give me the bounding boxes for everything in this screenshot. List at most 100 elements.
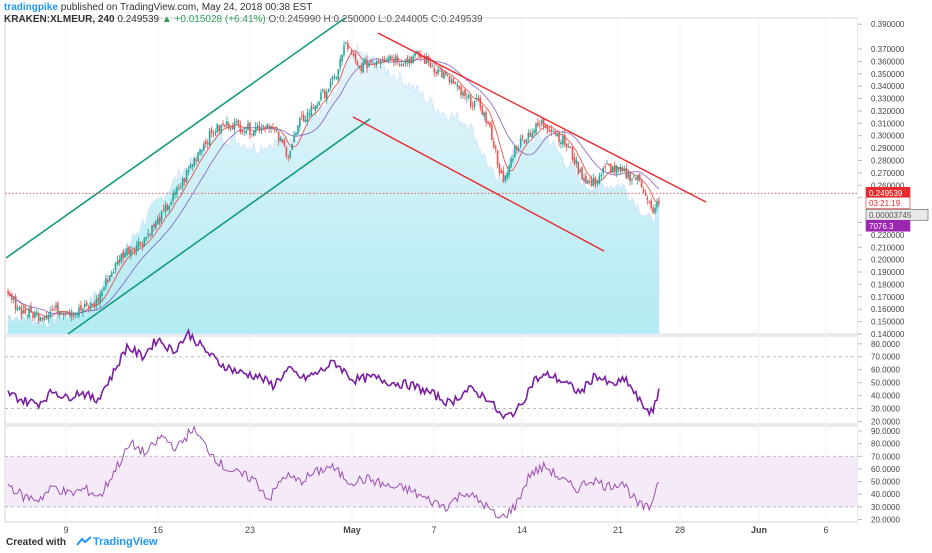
main-y-tick-label: 0.150000 (871, 318, 905, 327)
candle-body (270, 125, 272, 129)
rsi-y-tick-label: 60.0000 (871, 366, 900, 375)
candle-body (542, 118, 545, 127)
osc-y-tick-label: 40.0000 (871, 490, 900, 499)
main-y-tick-label: 0.140000 (871, 330, 905, 339)
main-y-tick-label: 0.300000 (871, 132, 905, 141)
candle-body (155, 221, 157, 229)
candle-body (633, 176, 635, 178)
candle-body (460, 86, 462, 96)
candle-body (124, 252, 126, 258)
candle-body (166, 204, 169, 211)
candle-body (379, 61, 382, 64)
candle-body (510, 158, 512, 168)
candle-body (76, 313, 78, 315)
last-price: 0.249539 (117, 14, 160, 25)
candle-body (617, 167, 620, 170)
candle-body (55, 304, 57, 309)
candle-body (32, 313, 34, 318)
rsi-y-tick-label: 80.0000 (871, 340, 900, 349)
candle-body (656, 202, 658, 208)
candle-body (608, 163, 610, 166)
symbol-line: KRAKEN:XLMEUR, 240 0.249539 ▲ +0.015028 … (4, 14, 483, 26)
candle-body (137, 241, 140, 248)
candle-body (258, 125, 261, 131)
main-y-tick-label: 0.280000 (871, 157, 905, 166)
candle-body (372, 62, 374, 64)
candle-body (180, 186, 182, 188)
candle-body (252, 131, 255, 137)
candle-body (208, 131, 211, 146)
candle-body (525, 139, 528, 142)
candle-body (648, 201, 651, 203)
candle-body (612, 166, 614, 173)
candle-body (581, 167, 583, 180)
candle-body (325, 91, 328, 101)
candle-body (327, 89, 330, 93)
candle-body (564, 134, 566, 146)
candle-body (170, 202, 172, 206)
candle-body (333, 77, 336, 79)
price-label-text: 0.00003745 (869, 211, 912, 220)
candle-body (423, 56, 426, 64)
candle-body (53, 309, 55, 311)
candle-body (596, 181, 599, 184)
candle-body (437, 69, 439, 74)
candle-body (387, 57, 389, 61)
candle-body (241, 130, 244, 133)
candle-body (306, 112, 309, 123)
candle-body (414, 52, 416, 57)
candle-body (139, 242, 142, 245)
candle-body (203, 143, 205, 151)
candle-body (183, 178, 186, 182)
rsi-y-tick-label: 70.0000 (871, 353, 900, 362)
candle-body (454, 82, 457, 85)
candle-body (14, 295, 17, 310)
candle-body (310, 106, 313, 117)
candle-body (322, 89, 324, 92)
candle-body (120, 254, 123, 262)
candle-body (156, 218, 159, 224)
candle-body (285, 147, 288, 157)
candle-body (500, 170, 503, 174)
oscillator-line (7, 425, 660, 519)
osc-y-tick-label: 80.0000 (871, 440, 900, 449)
publisher-name[interactable]: tradingpike (4, 2, 58, 13)
main-y-tick-label: 0.260000 (871, 181, 905, 190)
candle-body (610, 163, 612, 173)
candle-body (195, 159, 197, 161)
price-label-text: 0.249539 (869, 189, 903, 198)
candle-body (529, 132, 532, 137)
tradingview-brand[interactable]: TradingView (93, 536, 158, 548)
candle-body (552, 130, 555, 132)
symbol-label[interactable]: KRAKEN:XLMEUR, 240 (4, 14, 115, 25)
candle-body (174, 192, 176, 196)
candle-body (214, 132, 217, 134)
candle-body (133, 248, 136, 252)
candle-body (448, 75, 451, 82)
candle-body (381, 60, 384, 62)
candle-body (443, 72, 445, 79)
candle-body (189, 165, 192, 169)
candle-body (43, 315, 46, 321)
candle-body (421, 56, 424, 58)
candle-body (316, 105, 318, 109)
candle-body (204, 141, 207, 145)
up-channel-upper-line (5, 17, 346, 259)
candle-body (462, 92, 464, 96)
candle-body (300, 115, 303, 117)
osc-y-tick-label: 90.0000 (871, 427, 900, 436)
candle-body (66, 312, 69, 314)
candle-body (16, 308, 19, 311)
candle-body (210, 128, 213, 133)
rsi-y-tick-label: 50.0000 (871, 379, 900, 388)
candle-body (613, 164, 616, 173)
candle-body (228, 123, 230, 129)
price-label-text: 03:21:19 (869, 199, 901, 208)
candle-body (28, 308, 30, 318)
candle-body (220, 124, 222, 133)
candle-body (587, 180, 589, 184)
candle-body (268, 126, 270, 129)
candle-body (573, 157, 576, 165)
candle-body (350, 49, 353, 53)
candle-body (34, 312, 36, 318)
